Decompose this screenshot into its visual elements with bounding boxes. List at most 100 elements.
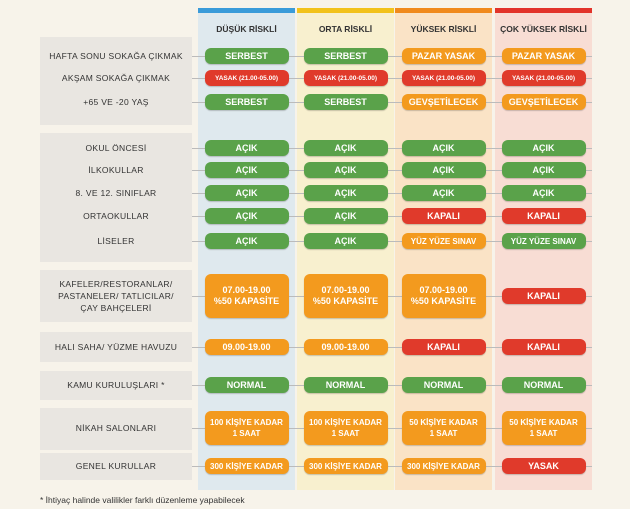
status-text: AÇIK xyxy=(334,164,357,175)
row-label-line: KAMU KURULUŞLARI * xyxy=(67,380,165,390)
row-label: HALI SAHA/ YÜZME HAVUZU xyxy=(40,341,192,353)
status-pill: 07.00-19.00 %50 KAPASİTE xyxy=(303,274,388,318)
row-line xyxy=(192,347,592,348)
status-text: KAPALI xyxy=(527,210,560,221)
status-pill: KAPALI xyxy=(401,339,486,355)
row-label-line: OKUL ÖNCESİ xyxy=(85,143,147,153)
status-text: SERBEST xyxy=(324,50,367,61)
status-text: 300 KİŞİYE KADAR xyxy=(210,461,283,471)
status-text: 07.00-19.00 xyxy=(321,285,370,295)
status-text: AÇIK xyxy=(235,164,258,175)
column-header-bar xyxy=(395,8,492,13)
row-group-box xyxy=(40,371,192,400)
status-text: AÇIK xyxy=(532,164,555,175)
status-text: YASAK (21.00-05.00) xyxy=(215,74,278,82)
column-background xyxy=(297,8,394,490)
column-background xyxy=(395,8,492,490)
row-group-box xyxy=(40,453,192,480)
status-text: SERBEST xyxy=(225,96,268,107)
status-pill: AÇIK xyxy=(401,185,486,201)
status-pill: 300 KİŞİYE KADAR xyxy=(401,458,486,474)
status-pill: NORMAL xyxy=(401,377,486,393)
row-label: +65 VE -20 YAŞ xyxy=(40,96,192,108)
status-pill: YASAK xyxy=(501,458,586,474)
status-text: AÇIK xyxy=(235,210,258,221)
row-label: NİKAH SALONLARI xyxy=(40,422,192,434)
status-text: AÇIK xyxy=(532,187,555,198)
status-pill: AÇIK xyxy=(204,208,289,224)
status-pill: AÇIK xyxy=(204,233,289,249)
column-header-bar xyxy=(198,8,295,13)
status-pill: YASAK (21.00-05.00) xyxy=(501,70,586,86)
status-pill: YÜZ YÜZE SINAV xyxy=(501,233,586,249)
status-pill: 300 KİŞİYE KADAR xyxy=(204,458,289,474)
status-text: AÇIK xyxy=(432,164,455,175)
row-label: LİSELER xyxy=(40,235,192,247)
status-pill: AÇIK xyxy=(501,185,586,201)
row-line xyxy=(192,428,592,429)
column-header-bar xyxy=(495,8,592,13)
status-pill: GEVŞETİLECEK xyxy=(401,94,486,110)
column-header: ÇOK YÜKSEK RİSKLİ xyxy=(500,24,587,34)
status-text: KAPALI xyxy=(527,341,560,352)
status-text: AÇIK xyxy=(432,142,455,153)
status-text: AÇIK xyxy=(532,142,555,153)
column-background xyxy=(495,8,592,490)
status-pill: NORMAL xyxy=(501,377,586,393)
status-text: 1 SAAT xyxy=(232,429,261,438)
status-text: YÜZ YÜZE SINAV xyxy=(510,236,577,246)
status-text: 09.00-19.00 xyxy=(321,341,370,352)
status-text: 300 KİŞİYE KADAR xyxy=(309,461,382,471)
row-label-line: ÇAY BAHÇELERİ xyxy=(80,303,152,313)
row-label-line: PASTANELER/ TATLICILAR/ xyxy=(58,291,174,301)
status-text: 07.00-19.00 xyxy=(419,285,468,295)
row-group-box xyxy=(40,408,192,450)
status-pill: GEVŞETİLECEK xyxy=(501,94,586,110)
status-text: SERBEST xyxy=(324,96,367,107)
status-text: AÇIK xyxy=(235,187,258,198)
status-text: NORMAL xyxy=(423,379,464,390)
column-header: DÜŞÜK RİSKLİ xyxy=(216,24,277,34)
status-pill: 07.00-19.00 %50 KAPASİTE xyxy=(204,274,289,318)
status-pill: AÇIK xyxy=(401,162,486,178)
status-pill: SERBEST xyxy=(303,48,388,64)
row-label: HAFTA SONU SOKAĞA ÇIKMAK xyxy=(40,50,192,62)
status-text: 1 SAAT xyxy=(331,429,360,438)
status-pill: AÇIK xyxy=(303,233,388,249)
status-text: YASAK (21.00-05.00) xyxy=(512,74,575,82)
row-line xyxy=(192,296,592,297)
status-text: 50 KİŞİYE KADAR xyxy=(509,418,578,427)
column-background xyxy=(198,8,295,490)
row-label-line: KAFELER/RESTORANLAR/ xyxy=(59,279,173,289)
row-group-box xyxy=(40,133,192,262)
status-text: 09.00-19.00 xyxy=(222,341,271,352)
row-line xyxy=(192,78,592,79)
status-text: 07.00-19.00 xyxy=(222,285,271,295)
row-line xyxy=(192,170,592,171)
status-pill: AÇIK xyxy=(303,185,388,201)
status-text: AÇIK xyxy=(235,142,258,153)
row-line xyxy=(192,241,592,242)
row-line xyxy=(192,216,592,217)
status-pill: 50 KİŞİYE KADAR 1 SAAT xyxy=(401,411,486,445)
status-text: KAPALI xyxy=(427,341,460,352)
status-text: KAPALI xyxy=(427,210,460,221)
status-pill: AÇIK xyxy=(303,140,388,156)
status-pill: 50 KİŞİYE KADAR 1 SAAT xyxy=(501,411,586,445)
status-pill: YASAK (21.00-05.00) xyxy=(303,70,388,86)
status-text: 300 KİŞİYE KADAR xyxy=(407,461,480,471)
status-pill: 09.00-19.00 xyxy=(303,339,388,355)
status-pill: AÇIK xyxy=(204,185,289,201)
row-group-box xyxy=(40,37,192,125)
status-pill: KAPALI xyxy=(501,339,586,355)
status-text: 100 KİŞİYE KADAR xyxy=(210,418,283,427)
status-pill: SERBEST xyxy=(204,94,289,110)
status-text: AÇIK xyxy=(334,235,357,246)
status-text: SERBEST xyxy=(225,50,268,61)
status-text: %50 KAPASİTE xyxy=(410,296,477,306)
row-label-line: İLKOKULLAR xyxy=(88,165,144,175)
status-text: NORMAL xyxy=(325,379,366,390)
footnote: * İhtiyaç halinde valilikler farklı düze… xyxy=(40,495,245,505)
status-pill: KAPALI xyxy=(401,208,486,224)
